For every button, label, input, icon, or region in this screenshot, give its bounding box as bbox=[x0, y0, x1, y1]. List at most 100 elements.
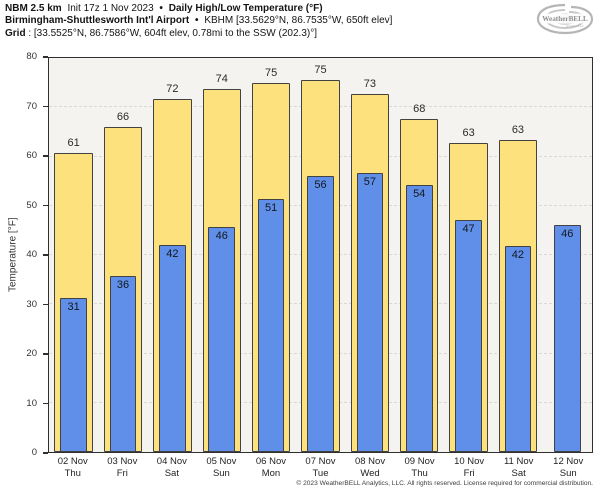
x-tick-label: 06 Nov Mon bbox=[246, 456, 296, 479]
plot-area: 61 31 66 36 72 42 74 46 75 51 75 56 73 57 68 54 63 47 63 42… bbox=[48, 57, 593, 453]
x-tick-label: 08 Nov Wed bbox=[345, 456, 395, 479]
y-tick-mark-70 bbox=[43, 105, 48, 108]
x-tick-weekday: Sun bbox=[559, 467, 577, 479]
x-tick-weekday: Thu bbox=[64, 467, 81, 479]
low-value-label: 51 bbox=[264, 201, 278, 214]
y-tick-mark-40 bbox=[43, 254, 48, 256]
high-value-label: 68 bbox=[413, 103, 426, 116]
y-tick-label-50: 50 bbox=[26, 199, 37, 211]
y-tick-label-60: 60 bbox=[26, 150, 37, 161]
day-column-03-nov: 66 36 bbox=[98, 58, 147, 452]
header-line-1: NBM 2.5 km Init 17z 1 Nov 2023 • Daily H… bbox=[5, 3, 395, 15]
high-value-label: 61 bbox=[67, 137, 80, 150]
weatherbell-logo: WeatherBELL Analytics LLC bbox=[536, 3, 594, 35]
x-tick-label: 10 Nov Fri bbox=[444, 456, 494, 479]
y-tick-label-0: 0 bbox=[31, 447, 37, 458]
y-tick-label-70: 70 bbox=[26, 100, 37, 112]
x-tick-label: 11 Nov Sat bbox=[494, 456, 544, 479]
x-tick-label: 03 Nov Fri bbox=[98, 456, 148, 479]
y-axis: 0 10 20 30 40 50 60 70 80 bbox=[0, 51, 48, 458]
low-bar: 57 bbox=[356, 172, 384, 452]
logo-subtext: Analytics LLC bbox=[566, 24, 584, 28]
day-column-07-nov: 75 56 bbox=[296, 58, 345, 452]
station-details: KBHM [33.5629°N, 86.7535°W, 650ft elev] bbox=[204, 15, 393, 27]
x-tick-date: 12 Nov bbox=[553, 456, 584, 467]
high-value-label: 63 bbox=[462, 126, 475, 139]
day-column-04-nov: 72 42 bbox=[148, 58, 197, 452]
y-tick-label-40: 40 bbox=[26, 249, 37, 260]
x-tick-label: 09 Nov Thu bbox=[395, 456, 445, 479]
y-tick-mark-80 bbox=[43, 56, 48, 58]
y-tick-label-30: 30 bbox=[26, 298, 37, 310]
logo-swirl-icon bbox=[536, 3, 594, 35]
x-tick-label: 12 Nov Sun bbox=[543, 456, 593, 479]
y-tick-label-10: 10 bbox=[26, 397, 37, 409]
y-tick-mark-30 bbox=[43, 303, 48, 306]
y-tick-label-80: 80 bbox=[26, 51, 37, 62]
day-column-05-nov: 74 46 bbox=[197, 58, 246, 452]
high-value-label: 72 bbox=[166, 82, 179, 95]
x-tick-date: 08 Nov bbox=[354, 456, 386, 467]
low-bar: 31 bbox=[60, 298, 87, 452]
high-value-label: 66 bbox=[116, 110, 130, 123]
x-tick-label: 07 Nov Tue bbox=[296, 456, 346, 479]
separator-dot: • bbox=[195, 15, 199, 27]
day-column-02-nov: 61 31 bbox=[49, 58, 98, 452]
low-value-label: 36 bbox=[116, 278, 130, 291]
low-bar: 51 bbox=[257, 198, 285, 452]
grid-details: : [33.5525°N, 86.7586°W, 604ft elev, 0.7… bbox=[28, 27, 317, 39]
x-tick-label: 02 Nov Thu bbox=[48, 456, 98, 479]
day-column-11-nov: 63 42 bbox=[493, 58, 542, 452]
y-tick-mark-50 bbox=[43, 204, 48, 207]
bars-container: 61 31 66 36 72 42 74 46 75 51 75 56 73 57 68 54 63 47 63 42… bbox=[49, 58, 592, 452]
low-bar: 42 bbox=[504, 246, 532, 452]
separator-dot: • bbox=[159, 3, 163, 14]
x-axis: 02 Nov Thu 03 Nov Fri 04 Nov Sat 05 Nov Sun 06 N… bbox=[48, 456, 593, 482]
y-tick-mark-10 bbox=[43, 402, 48, 405]
x-tick-date: 06 Nov bbox=[255, 456, 286, 467]
x-tick-weekday: Thu bbox=[411, 467, 428, 479]
x-tick-date: 02 Nov bbox=[57, 456, 88, 467]
day-column-09-nov: 68 54 bbox=[395, 58, 444, 452]
high-value-label: 63 bbox=[511, 123, 525, 136]
x-tick-weekday: Sat bbox=[164, 467, 179, 479]
high-value-label: 73 bbox=[363, 77, 376, 90]
low-value-label: 42 bbox=[166, 248, 179, 261]
low-value-label: 56 bbox=[314, 179, 327, 192]
x-tick-weekday: Fri bbox=[463, 467, 475, 479]
copyright-notice: © 2023 WeatherBELL Analytics, LLC. All r… bbox=[296, 480, 593, 487]
x-tick-weekday: Fri bbox=[116, 467, 128, 479]
grid-label: Grid bbox=[5, 27, 26, 39]
low-bar: 46 bbox=[208, 227, 236, 452]
x-tick-weekday: Wed bbox=[360, 467, 380, 479]
header-line-2: Birmingham-Shuttlesworth Int'l Airport •… bbox=[5, 15, 395, 27]
low-value-label: 46 bbox=[215, 230, 228, 243]
y-tick-mark-60 bbox=[43, 155, 48, 157]
x-tick-weekday: Tue bbox=[312, 467, 329, 479]
x-tick-weekday: Mon bbox=[261, 467, 281, 479]
low-bar: 42 bbox=[159, 245, 186, 452]
high-value-label: 74 bbox=[215, 72, 228, 85]
low-bar: 56 bbox=[307, 176, 334, 452]
init-time: Init 17z 1 Nov 2023 bbox=[67, 3, 154, 14]
header-line-3: Grid : [33.5525°N, 86.7586°W, 604ft elev… bbox=[5, 28, 395, 40]
x-tick-weekday: Sun bbox=[212, 467, 230, 479]
chart-title: Daily High/Low Temperature (°F) bbox=[168, 3, 323, 14]
low-value-label: 31 bbox=[67, 301, 80, 314]
low-value-label: 47 bbox=[462, 222, 475, 235]
low-value-label: 57 bbox=[363, 175, 376, 188]
low-value-label: 46 bbox=[561, 228, 574, 241]
x-tick-date: 03 Nov bbox=[107, 456, 138, 467]
low-value-label: 42 bbox=[511, 249, 525, 262]
x-tick-date: 09 Nov bbox=[404, 456, 435, 467]
low-value-label: 54 bbox=[413, 188, 426, 201]
low-bar: 46 bbox=[553, 225, 581, 452]
y-tick-mark-20 bbox=[43, 353, 48, 355]
x-tick-weekday: Sat bbox=[511, 467, 526, 479]
x-tick-date: 04 Nov bbox=[156, 456, 187, 467]
x-tick-date: 07 Nov bbox=[305, 456, 336, 467]
low-bar: 47 bbox=[455, 219, 482, 452]
day-column-10-nov: 63 47 bbox=[444, 58, 493, 452]
day-column-12-nov: 46 bbox=[543, 58, 592, 452]
